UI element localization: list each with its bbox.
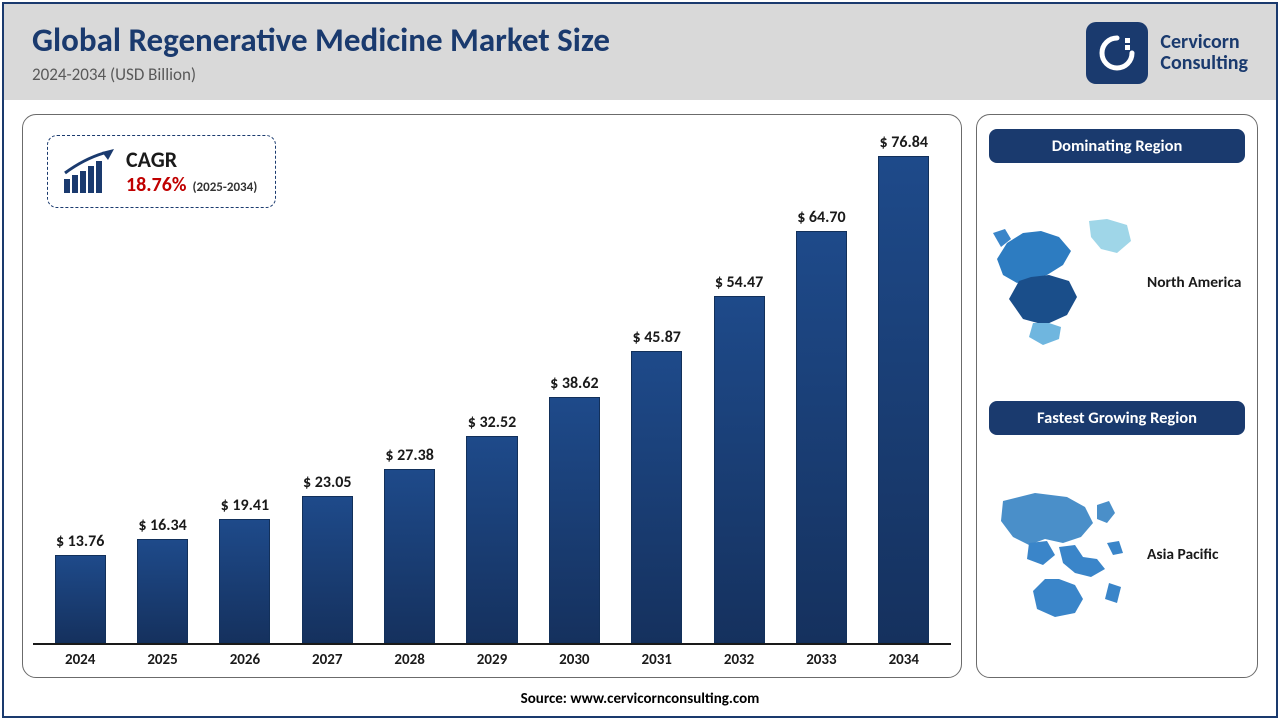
dominating-region-block: North America: [989, 173, 1245, 391]
cagr-text: CAGR 18.76% (2025-2034): [126, 146, 257, 197]
bar: [466, 436, 517, 643]
bar-slot: $ 38.62: [533, 133, 615, 643]
bar-slot: $ 54.47: [698, 133, 780, 643]
bar-chart: $ 13.76 $ 16.34 $ 19.41 $ 23.05 $ 27.38 $ 32.…: [33, 133, 951, 645]
bar-slot: $ 32.52: [451, 133, 533, 643]
fastest-region-heading: Fastest Growing Region: [989, 401, 1245, 435]
x-tick: 2025: [121, 651, 203, 669]
footer: Source: www.cervicornconsulting.com: [4, 684, 1276, 716]
fastest-region-label: Asia Pacific: [1147, 545, 1245, 564]
brand-text: Cervicorn Consulting: [1160, 32, 1248, 74]
x-tick: 2024: [39, 651, 121, 669]
side-panel: Dominating Region North America Fastest …: [976, 114, 1258, 678]
brand-logo: Cervicorn Consulting: [1086, 22, 1248, 84]
bar: [302, 496, 353, 643]
bar-value-label: $ 19.41: [221, 496, 269, 515]
bar: [219, 519, 270, 643]
bar-value-label: $ 45.87: [632, 328, 680, 347]
x-tick: 2031: [616, 651, 698, 669]
bar-value-label: $ 32.52: [468, 413, 516, 432]
x-tick: 2032: [698, 651, 780, 669]
bar: [137, 539, 188, 643]
bar-value-label: $ 54.47: [715, 273, 763, 292]
x-axis: 2024202520262027202820292030203120322033…: [33, 645, 951, 669]
fastest-region-block: Asia Pacific: [989, 445, 1245, 663]
cagr-period: (2025-2034): [192, 180, 257, 195]
bar-value-label: $ 23.05: [303, 473, 351, 492]
cagr-label: CAGR: [126, 146, 257, 173]
x-tick: 2030: [533, 651, 615, 669]
page-frame: Global Regenerative Medicine Market Size…: [2, 2, 1278, 718]
bar-slot: $ 16.34: [121, 133, 203, 643]
bar-slot: $ 27.38: [368, 133, 450, 643]
x-tick: 2034: [863, 651, 945, 669]
bar: [714, 296, 765, 643]
dominating-region-heading: Dominating Region: [989, 129, 1245, 163]
x-tick: 2033: [780, 651, 862, 669]
header-text: Global Regenerative Medicine Market Size…: [32, 22, 1086, 85]
x-tick: 2027: [286, 651, 368, 669]
x-tick: 2029: [451, 651, 533, 669]
bar: [549, 397, 600, 643]
bar-value-label: $ 38.62: [550, 374, 598, 393]
brand-mark-icon: [1086, 22, 1148, 84]
bar-slot: $ 64.70: [780, 133, 862, 643]
page-subtitle: 2024-2034 (USD Billion): [32, 64, 1086, 85]
bar: [878, 156, 929, 643]
bar: [384, 469, 435, 643]
bar: [631, 351, 682, 643]
bar-slot: $ 23.05: [286, 133, 368, 643]
bar-value-label: $ 76.84: [880, 133, 928, 152]
footer-label: Source:: [521, 690, 567, 708]
brand-line2: Consulting: [1160, 53, 1248, 74]
cagr-box: CAGR 18.76% (2025-2034): [47, 135, 276, 208]
bar-value-label: $ 64.70: [797, 208, 845, 227]
bar-slot: $ 45.87: [616, 133, 698, 643]
x-tick: 2026: [204, 651, 286, 669]
growth-chart-icon: [62, 149, 114, 195]
chart-panel: CAGR 18.76% (2025-2034) $ 13.76$ 16.34$ …: [22, 114, 962, 678]
brand-line1: Cervicorn: [1160, 32, 1248, 53]
x-tick: 2028: [368, 651, 450, 669]
content-row: CAGR 18.76% (2025-2034) $ 13.76$ 16.34$ …: [4, 100, 1276, 684]
bar-slot: $ 76.84: [863, 133, 945, 643]
page-title: Global Regenerative Medicine Market Size: [32, 22, 1086, 58]
dominating-region-label: North America: [1147, 273, 1245, 292]
north-america-map-icon: [989, 215, 1139, 350]
bar-value-label: $ 13.76: [56, 532, 104, 551]
bar-slot: $ 19.41: [204, 133, 286, 643]
header: Global Regenerative Medicine Market Size…: [4, 4, 1276, 100]
cagr-value: 18.76%: [126, 173, 186, 197]
footer-source: www.cervicornconsulting.com: [570, 690, 759, 708]
bar: [55, 555, 106, 643]
bar-value-label: $ 27.38: [385, 446, 433, 465]
bar-value-label: $ 16.34: [138, 516, 186, 535]
bar-slot: $ 13.76: [39, 133, 121, 643]
asia-pacific-map-icon: [989, 487, 1139, 622]
bar: [796, 231, 847, 643]
